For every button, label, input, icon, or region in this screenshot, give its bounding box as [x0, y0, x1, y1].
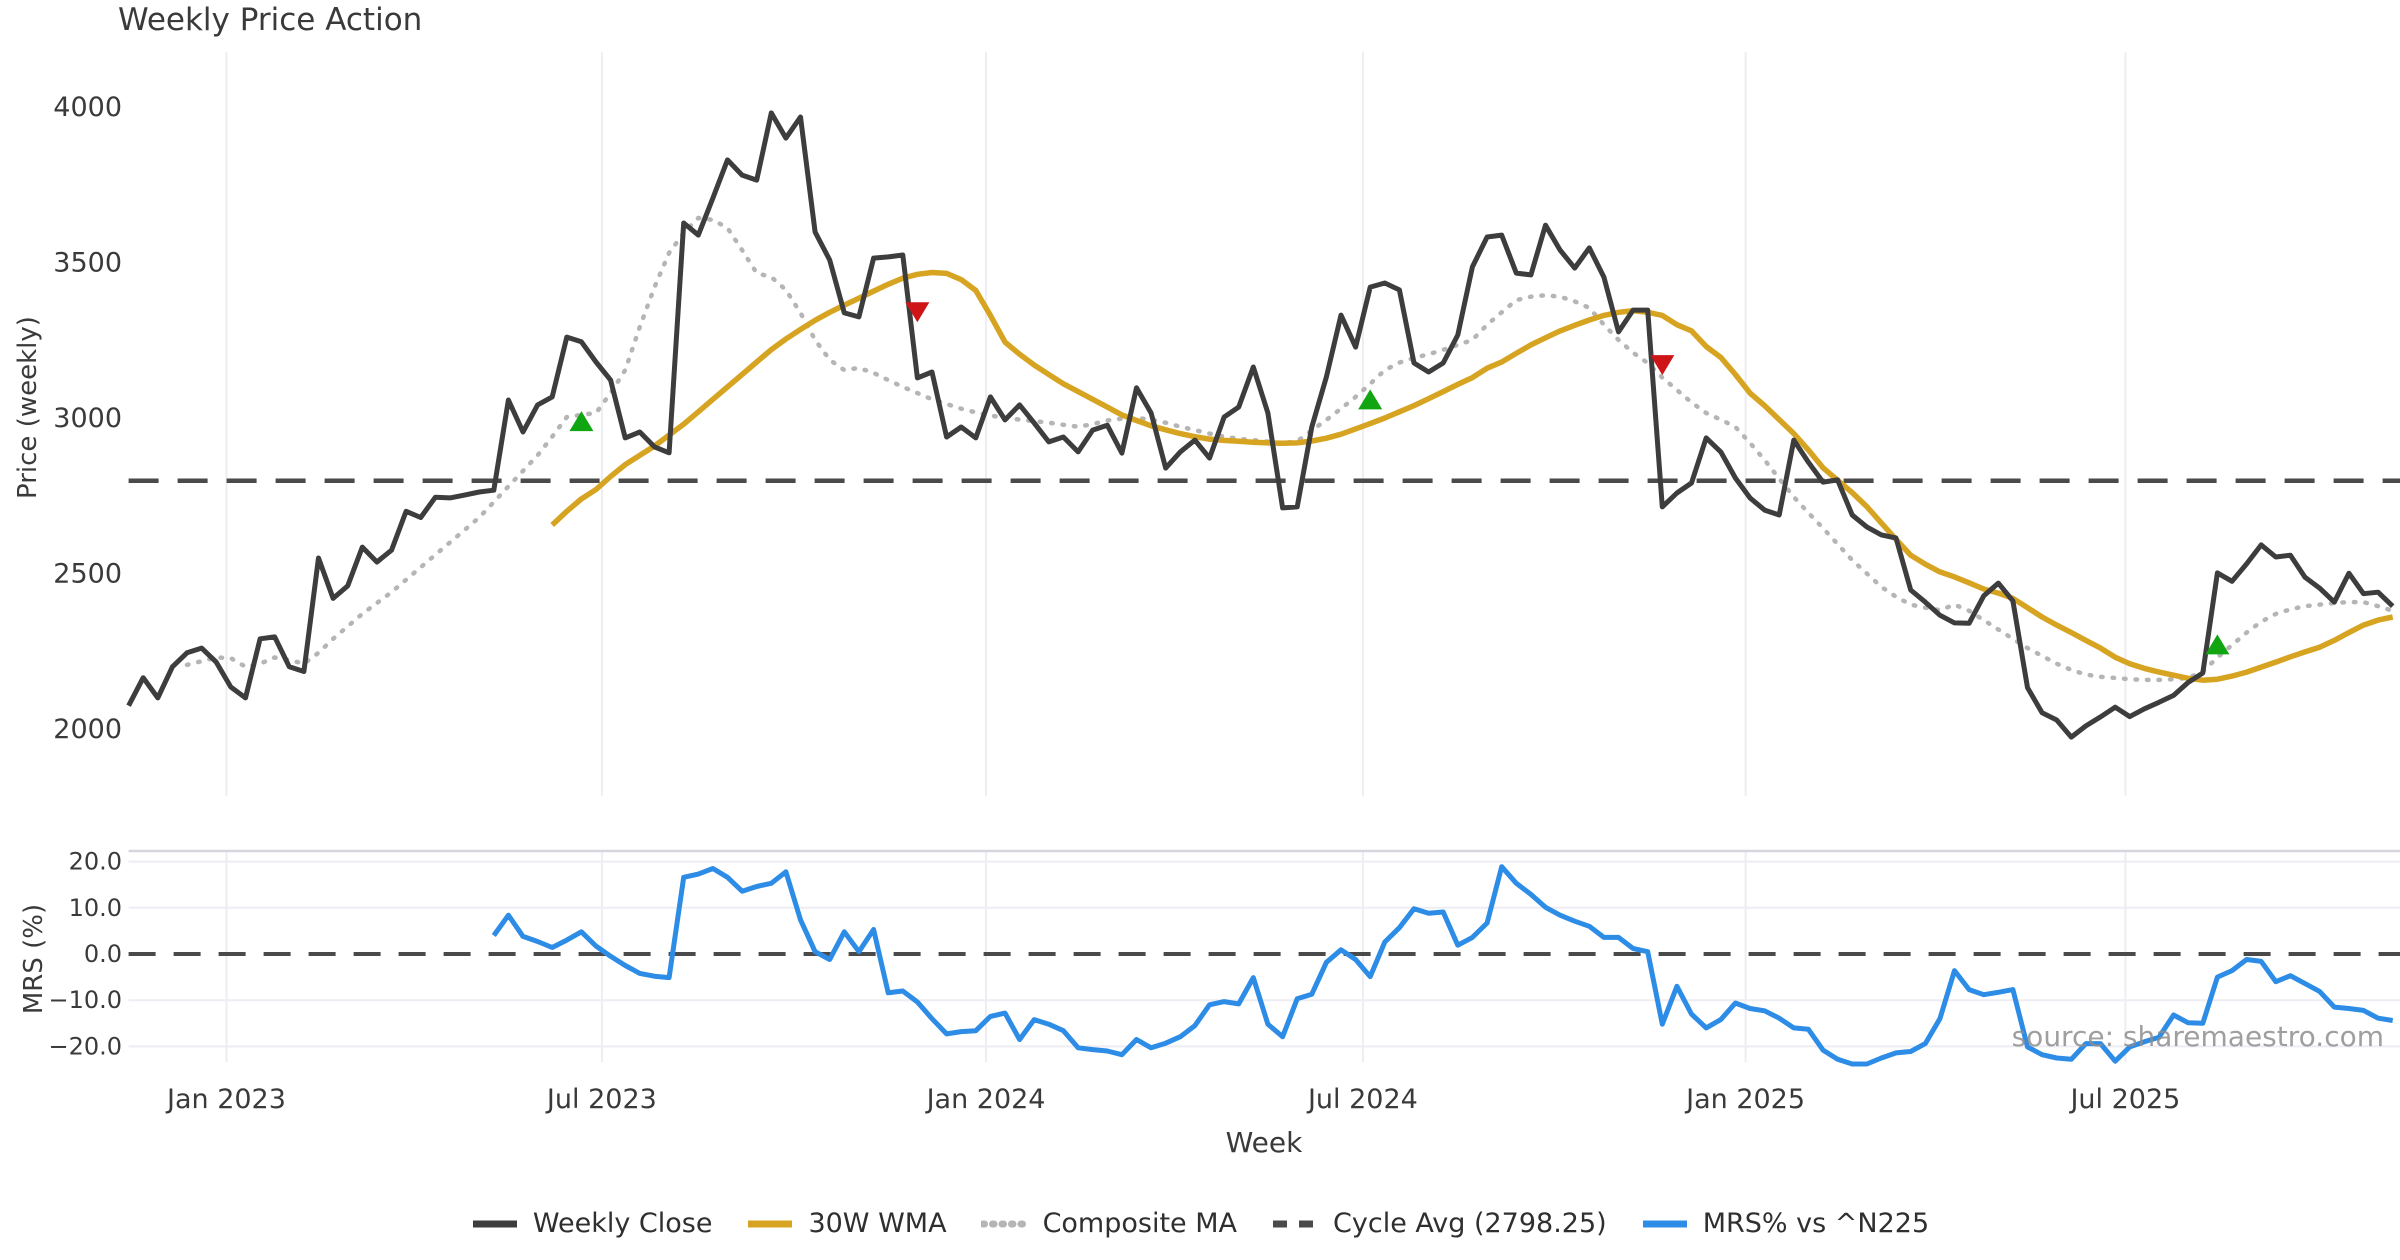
source-watermark: source: sharemaestro.com: [2011, 1020, 2384, 1053]
tick-labels: 2000 2500 3000 3500 4000 20.0 10.0 0.0 −10.0 −20.…: [48, 92, 2180, 1115]
x-axis-title: Week: [1225, 1126, 1303, 1159]
legend-item: Weekly Close: [471, 1208, 713, 1239]
mrs-ytick-label: 10.0: [69, 894, 122, 922]
legend-label: MRS% vs ^N225: [1702, 1208, 1930, 1239]
legend-label: Cycle Avg (2798.25): [1333, 1208, 1607, 1239]
legend-label: Composite MA: [1042, 1208, 1238, 1239]
legend-item: 30W WMA: [746, 1208, 947, 1239]
price-ytick-label: 2500: [53, 559, 122, 590]
price-axis-label: Price (weekly): [13, 316, 43, 499]
price-ytick-label: 2000: [53, 714, 122, 745]
page-title: Weekly Price Action: [118, 2, 423, 38]
mrs-ytick-label: 20.0: [69, 848, 122, 876]
weekly-close-line: [126, 110, 2395, 740]
solid-line-swatch-icon: [748, 1220, 793, 1227]
legend-item: Composite MA: [980, 1208, 1238, 1239]
legend-label: Weekly Close: [532, 1208, 713, 1239]
solid-line-swatch-icon: [472, 1220, 517, 1227]
x-tick-label: Jul 2025: [2068, 1084, 2180, 1115]
buy-marker-icon: [569, 411, 594, 432]
composite-ma-line: [184, 215, 2395, 683]
mrs-ytick-label: −20.0: [48, 1032, 122, 1060]
sell-marker-icon: [1650, 355, 1675, 376]
x-tick-label: Jan 2025: [1684, 1084, 1805, 1115]
legend-label: 30W WMA: [808, 1208, 947, 1239]
x-tick-label: Jul 2023: [545, 1084, 657, 1115]
x-tick-label: Jul 2024: [1306, 1084, 1418, 1115]
x-tick-label: Jan 2023: [165, 1084, 286, 1115]
price-ytick-label: 3500: [53, 248, 122, 279]
price-ytick-label: 4000: [53, 92, 122, 123]
series-lines: [126, 110, 2400, 1067]
legend-item: Cycle Avg (2798.25): [1271, 1208, 1607, 1239]
dashed-line-swatch-icon: [1273, 1220, 1318, 1227]
mrs-ytick-label: 0.0: [84, 940, 122, 968]
legend: Weekly Close 30W WMA Composite MA Cycle Avg…: [0, 1208, 2400, 1239]
dotted-line-swatch-icon: [980, 1220, 1029, 1227]
legend-item: MRS% vs ^N225: [1641, 1208, 1929, 1239]
buy-marker-icon: [1358, 389, 1383, 410]
gridlines: [128, 52, 2400, 1062]
wma-line: [550, 269, 2394, 683]
mrs-axis-label: MRS (%): [19, 903, 49, 1015]
x-tick-label: Jan 2024: [925, 1084, 1046, 1115]
buy-marker-icon: [2205, 634, 2230, 655]
signal-markers: [569, 302, 2230, 655]
mrs-line: [491, 864, 2394, 1067]
mrs-ytick-label: −10.0: [48, 986, 122, 1014]
sell-marker-icon: [905, 302, 930, 323]
solid-line-swatch-icon: [1642, 1220, 1687, 1227]
price-ytick-label: 3000: [53, 403, 122, 434]
